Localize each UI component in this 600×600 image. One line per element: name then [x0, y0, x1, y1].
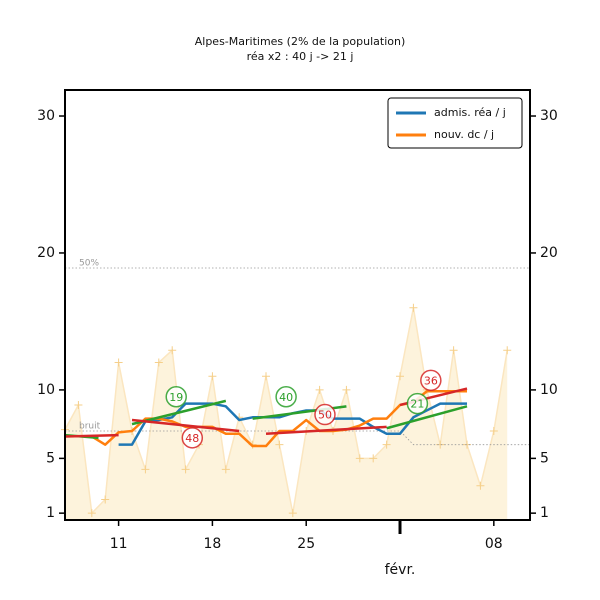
annotation-badge — [420, 369, 442, 392]
raw-area — [65, 307, 508, 520]
raw-marker — [221, 465, 230, 474]
x-tick-label: 18 — [203, 536, 221, 552]
y-tick-label: 20 — [37, 245, 55, 261]
y-tick-label: 1 — [46, 505, 55, 521]
raw-marker — [181, 465, 190, 474]
raw-marker — [154, 358, 163, 367]
annotation-badge — [181, 427, 204, 449]
raw-marker — [476, 481, 485, 490]
trend-line — [386, 405, 468, 430]
x-tick-label: 08 — [485, 536, 503, 552]
raw-marker — [503, 346, 512, 355]
annotation-badge — [406, 392, 429, 415]
annotation-badge — [165, 386, 187, 408]
legend-label: admis. réa / j — [434, 106, 506, 119]
y2-tick-label: 5 — [540, 450, 549, 466]
x-tick-label: 11 — [110, 536, 128, 552]
plot-frame — [64, 89, 531, 521]
raw-marker — [315, 385, 324, 394]
chart-title: Alpes-Maritimes (2% de la population) — [195, 35, 406, 48]
annotation-label: 19 — [169, 391, 183, 404]
y-tick-label: 10 — [37, 382, 55, 398]
x-tick-label: 25 — [297, 536, 315, 552]
raw-marker — [262, 372, 271, 381]
y2-tick-label: 20 — [540, 245, 558, 261]
chart-subtitle: réa x2 : 40 j -> 21 j — [247, 50, 354, 63]
raw-marker — [275, 440, 284, 449]
y2-tick-label: 30 — [540, 108, 558, 124]
trend-line — [131, 399, 227, 426]
raw-marker — [342, 385, 351, 394]
raw-marker — [114, 358, 123, 367]
reference-label: bruit — [79, 421, 101, 431]
raw-marker — [489, 426, 498, 435]
annotation-badge — [275, 386, 297, 408]
annotation-label: 50 — [318, 409, 332, 422]
annotation-badge — [314, 403, 336, 426]
annotation-label: 36 — [424, 374, 438, 387]
trend-line — [265, 425, 387, 435]
raw-marker — [87, 509, 96, 518]
y-tick-label: 5 — [46, 450, 55, 466]
y2-tick-label: 10 — [540, 382, 558, 398]
raw-marker — [168, 346, 177, 355]
legend-label: nouv. dc / j — [434, 128, 494, 141]
reference-label: 50% — [79, 259, 99, 269]
raw-marker — [449, 346, 458, 355]
y2-tick-label: 1 — [540, 505, 549, 521]
raw-line — [64, 307, 508, 515]
raw-marker — [409, 303, 418, 312]
trend-line — [131, 418, 240, 433]
raw-marker — [355, 454, 364, 463]
raw-marker — [382, 440, 391, 449]
month-label: févr. — [385, 562, 416, 578]
raw-marker — [101, 495, 110, 504]
raw-marker — [141, 465, 150, 474]
trend-line — [64, 433, 119, 438]
raw-marker — [396, 372, 405, 381]
raw-marker — [369, 454, 378, 463]
y-tick-label: 30 — [37, 108, 55, 124]
annotation-label: 21 — [410, 398, 424, 411]
annotation-label: 48 — [185, 432, 199, 445]
raw-marker — [74, 400, 83, 409]
raw-marker — [208, 372, 217, 381]
raw-marker — [288, 509, 297, 518]
annotation-label: 40 — [279, 391, 293, 404]
